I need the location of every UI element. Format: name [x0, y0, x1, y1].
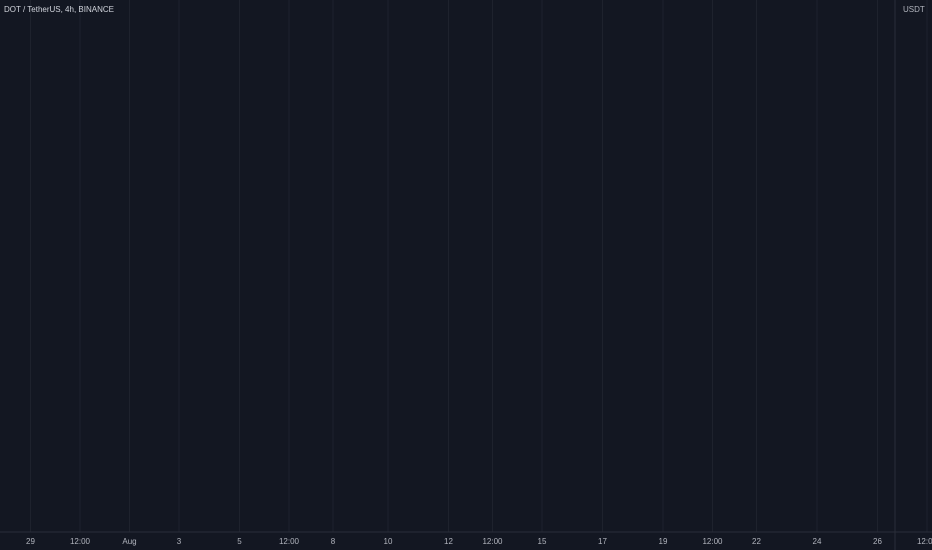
currency-label: USDT [903, 5, 925, 14]
x-tick-label: Aug [122, 537, 136, 546]
x-tick-label: 10 [384, 537, 393, 546]
x-tick-label: 12:00 [482, 537, 503, 546]
x-tick-label: 19 [659, 537, 668, 546]
x-tick-label: 12:00 [279, 537, 300, 546]
x-tick-label: 3 [177, 537, 182, 546]
grid [30, 0, 928, 532]
x-tick-label: 12:00 [702, 537, 723, 546]
x-tick-label: 29 [26, 537, 35, 546]
x-tick-label: 8 [331, 537, 336, 546]
x-tick-label: 12:00 [917, 537, 932, 546]
chart-title: DOT / TetherUS, 4h, BINANCE [4, 5, 114, 14]
x-tick-label: 24 [813, 537, 822, 546]
x-tick-label: 12:00 [70, 537, 91, 546]
x-tick-label: 15 [538, 537, 547, 546]
x-tick-label: 17 [598, 537, 607, 546]
x-tick-label: 12 [444, 537, 453, 546]
x-tick-label: 22 [752, 537, 761, 546]
x-tick-label: 26 [873, 537, 882, 546]
x-tick-label: 5 [237, 537, 242, 546]
